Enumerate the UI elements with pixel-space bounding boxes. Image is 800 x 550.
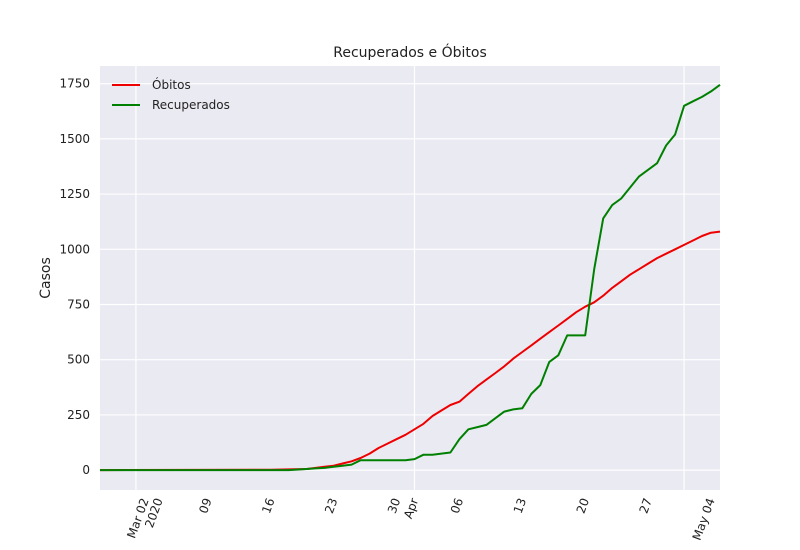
series-line-obitos <box>99 230 721 472</box>
y-tick-label: 1750 <box>59 77 90 91</box>
y-tick-label: 1250 <box>59 187 90 201</box>
legend-label: Óbitos <box>152 77 191 92</box>
y-tick-label: 250 <box>67 408 90 422</box>
x-tick-label: 30 <box>385 496 403 515</box>
x-tick-label: 06 <box>448 496 466 515</box>
y-axis-label: Casos <box>38 257 54 299</box>
chart-title: Recuperados e Óbitos <box>333 43 487 61</box>
x-tick-label: 16 <box>259 496 277 515</box>
x-tick-label: 13 <box>511 496 529 515</box>
legend: Óbitos Recuperados <box>112 77 230 112</box>
y-tick-label: 1500 <box>59 132 90 146</box>
series-lines <box>99 83 721 472</box>
plot-background <box>100 66 720 490</box>
y-tick-label: 750 <box>67 298 90 312</box>
grid-lines <box>100 66 720 490</box>
y-axis-ticks: 0 250 500 750 1000 1250 1500 1750 <box>59 77 90 477</box>
x-tick-label: 20 <box>574 496 592 515</box>
series-line-recuperados <box>100 83 721 472</box>
x-tick-label: 23 <box>322 496 340 515</box>
x-tick-label: 09 <box>196 496 214 515</box>
x-tick-label: 27 <box>637 496 655 515</box>
y-tick-label: 500 <box>67 353 90 367</box>
legend-label: Recuperados <box>152 98 230 112</box>
x-tick-label: May 04 <box>690 496 718 542</box>
y-tick-label: 1000 <box>59 242 90 256</box>
y-tick-label: 0 <box>82 463 90 477</box>
x-tick-label: Apr <box>401 496 421 520</box>
